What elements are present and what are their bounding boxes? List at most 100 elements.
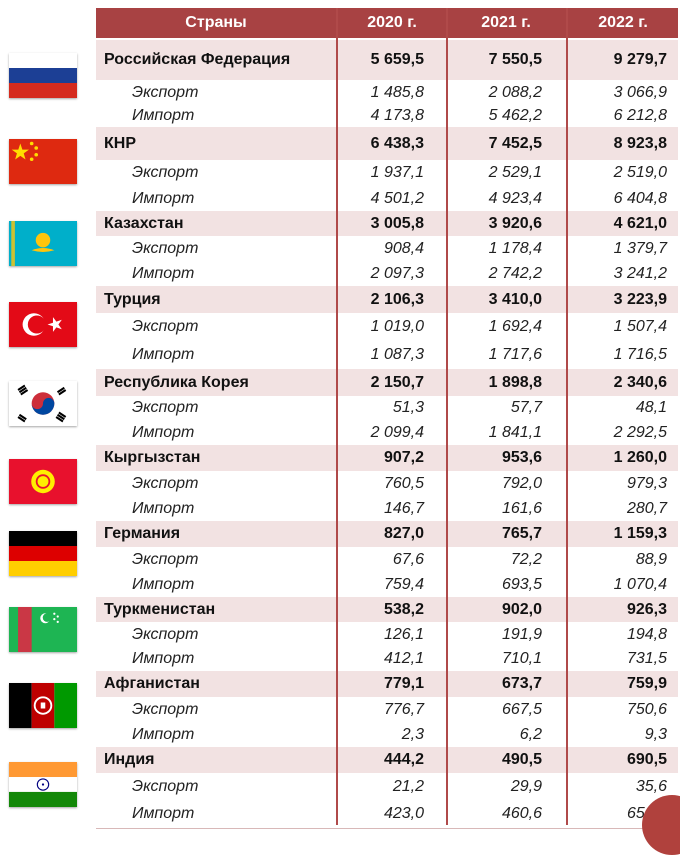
table-row-import: Импорт 759,4 693,5 1 070,4 (96, 572, 678, 597)
value-2022: 1 507,4 (613, 318, 667, 335)
country-row-background (96, 40, 678, 80)
country-name: Германия (104, 525, 181, 542)
table-header: Страны 2020 г. 2021 г. 2022 г. (96, 8, 678, 38)
kazakhstan-flag-icon (9, 221, 77, 266)
table-row-import: Импорт 1 087,3 1 717,6 1 716,5 (96, 341, 678, 369)
table-row-export: Экспорт 21,2 29,9 35,6 (96, 773, 678, 800)
country-name: Туркменистан (104, 600, 216, 618)
value-2021: 5 462,2 (488, 107, 542, 124)
value-2022: 1 379,7 (613, 239, 667, 257)
value-2020: 776,7 (383, 700, 424, 718)
value-2020: 412,1 (383, 650, 424, 667)
value-2020: 67,6 (392, 550, 424, 568)
table-row-country: Германия 827,0 765,7 1 159,3 (96, 521, 678, 547)
value-2020: 2 106,3 (370, 290, 424, 308)
value-2022: 3 241,2 (613, 264, 667, 282)
value-2020: 538,2 (383, 600, 424, 618)
country-name: Казахстан (104, 214, 184, 232)
table-row-country: Туркменистан 538,2 902,0 926,3 (96, 597, 678, 622)
column-divider (566, 8, 568, 825)
value-2022: 35,6 (635, 777, 667, 795)
turkmenistan-flag-icon (9, 607, 77, 652)
value-2020: 2 150,7 (370, 373, 424, 391)
value-2022: 194,8 (626, 625, 667, 643)
value-2020: 1 485,8 (370, 83, 424, 101)
value-2022: 3 066,9 (613, 83, 667, 101)
value-2020: 2 099,4 (370, 423, 424, 441)
value-2022: 3 223,9 (613, 290, 667, 308)
value-2020: 908,4 (383, 239, 424, 257)
export-label: Экспорт (132, 399, 199, 416)
table-row-import: Импорт 2 097,3 2 742,2 3 241,2 (96, 261, 678, 286)
value-2020: 51,3 (392, 399, 424, 416)
value-2022: 88,9 (635, 550, 667, 568)
export-label: Экспорт (132, 700, 199, 718)
china-flag-icon (9, 139, 77, 184)
value-2021: 7 550,5 (488, 51, 542, 68)
value-2021: 7 452,5 (488, 134, 542, 152)
country-row-background (96, 597, 678, 622)
value-2021: 710,1 (501, 650, 542, 667)
value-2021: 693,5 (501, 575, 542, 593)
value-2020: 3 005,8 (370, 214, 424, 232)
value-2021: 1 717,6 (488, 346, 542, 363)
table-row-export: Экспорт 51,3 57,7 48,1 (96, 396, 678, 420)
value-2021: 1 178,4 (488, 239, 542, 257)
value-2021: 4 923,4 (488, 189, 542, 207)
value-2020: 1 087,3 (370, 346, 424, 363)
value-2021: 490,5 (501, 751, 542, 768)
import-label: Импорт (132, 264, 195, 282)
value-2022: 8 923,8 (613, 134, 667, 152)
country-row-background (96, 521, 678, 547)
value-2021: 902,0 (501, 600, 542, 618)
table-row-country: Казахстан 3 005,8 3 920,6 4 621,0 (96, 211, 678, 236)
table-row-country: Республика Корея 2 150,7 1 898,8 2 340,6 (96, 369, 678, 396)
table-row-country: КНР 6 438,3 7 452,5 8 923,8 (96, 127, 678, 160)
country-name: Индия (104, 751, 155, 768)
value-2022: 9,3 (644, 725, 667, 743)
value-2021: 673,7 (501, 675, 542, 692)
table-row-country: Афганистан 779,1 673,7 759,9 (96, 671, 678, 697)
country-name: Афганистан (104, 675, 200, 692)
table-row-import: Импорт 2 099,4 1 841,1 2 292,5 (96, 420, 678, 445)
column-divider (446, 8, 448, 825)
country-row-background (96, 369, 678, 396)
value-2021: 765,7 (501, 525, 542, 542)
value-2020: 2,3 (401, 725, 424, 743)
export-label: Экспорт (132, 777, 199, 795)
value-2020: 2 097,3 (370, 264, 424, 282)
value-2021: 6,2 (519, 725, 542, 743)
export-label: Экспорт (132, 474, 199, 492)
table-row-country: Кыргызстан 907,2 953,6 1 260,0 (96, 445, 678, 471)
import-label: Импорт (132, 725, 195, 743)
export-label: Экспорт (132, 550, 199, 568)
value-2022: 1 159,3 (613, 525, 667, 542)
india-flag-icon (9, 762, 77, 807)
value-2020: 4 501,2 (370, 189, 424, 207)
export-label: Экспорт (132, 239, 199, 257)
value-2021: 2 529,1 (488, 164, 542, 181)
value-2020: 126,1 (383, 625, 424, 643)
kyrgyzstan-flag-icon (9, 459, 77, 504)
value-2022: 1 070,4 (613, 575, 667, 593)
value-2021: 460,6 (501, 805, 542, 822)
value-2020: 6 438,3 (370, 134, 424, 152)
value-2022: 926,3 (626, 600, 667, 618)
country-row-background (96, 127, 678, 160)
export-label: Экспорт (132, 83, 199, 101)
country-row-background (96, 211, 678, 236)
table-row-country: Российская Федерация 5 659,5 7 550,5 9 279,… (96, 40, 678, 80)
table-row-export: Экспорт 67,6 72,2 88,9 (96, 547, 678, 572)
import-label: Импорт (132, 650, 195, 667)
value-2022: 9 279,7 (613, 51, 667, 68)
table-row-export: Экспорт 908,4 1 178,4 1 379,7 (96, 236, 678, 261)
value-2020: 827,0 (383, 525, 424, 542)
import-label: Импорт (132, 805, 195, 822)
value-2020: 779,1 (383, 675, 424, 692)
value-2020: 1 937,1 (370, 164, 424, 181)
country-row-background (96, 747, 678, 773)
value-2022: 759,9 (626, 675, 667, 692)
table-row-import: Импорт 4 501,2 4 923,4 6 404,8 (96, 186, 678, 211)
country-name: Турция (104, 290, 161, 308)
value-2021: 2 088,2 (488, 83, 542, 101)
